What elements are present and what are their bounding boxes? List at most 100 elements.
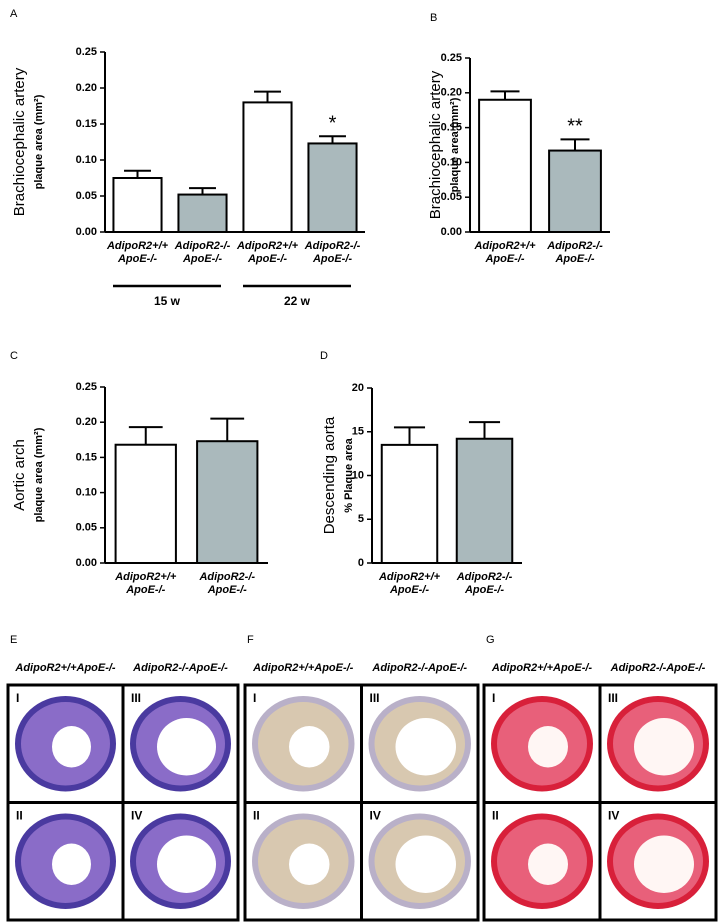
bar [114, 443, 177, 564]
quadrant-label: II [492, 809, 499, 823]
y-tick-label: 10 [352, 469, 364, 481]
y-tick-label: 20 [352, 382, 364, 394]
y-tick-label: 0.15 [76, 451, 97, 463]
quadrant-label: IV [131, 809, 142, 823]
y-tick-label: 0.20 [441, 87, 462, 99]
y-tick-label: 0.05 [441, 191, 462, 203]
column-header: AdipoR2+/+ApoE-/- [14, 662, 116, 674]
vessel-lumen [634, 835, 694, 893]
vessel-lumen [395, 718, 456, 776]
group-label: 22 w [284, 294, 311, 308]
y-tick-label: 0.00 [441, 226, 462, 238]
quadrant-label: III [370, 691, 380, 705]
quadrant-label: III [131, 691, 141, 705]
x-tick-label: AdipoR2-/- [304, 240, 361, 252]
x-tick-label: ApoE-/- [312, 253, 352, 265]
vessel-lumen [528, 843, 568, 885]
bar [242, 101, 293, 234]
x-tick-label: AdipoR2+/+ [106, 240, 169, 252]
vessel-lumen [289, 843, 330, 885]
x-tick-label: ApoE-/- [389, 584, 429, 596]
y-axis-title: Brachiocephalic artery [11, 67, 28, 216]
x-tick-label: AdipoR2+/+ [114, 571, 177, 583]
bar [455, 437, 514, 564]
quadrant-label: I [492, 691, 495, 705]
group-label: 15 w [154, 294, 181, 308]
y-tick-label: 0.00 [76, 226, 97, 238]
significance: * [329, 113, 337, 135]
x-tick-label: ApoE-/- [182, 253, 222, 265]
bar [478, 98, 532, 234]
column-header: AdipoR2-/-ApoE-/- [371, 662, 467, 674]
panel-letter: B [430, 12, 437, 24]
x-tick-label: ApoE-/- [247, 253, 287, 265]
panel-letter: A [10, 8, 18, 20]
y-tick-label: 0.15 [76, 118, 97, 130]
bar [548, 149, 602, 233]
vessel-lumen [289, 726, 330, 768]
x-tick-label: AdipoR2-/- [198, 571, 255, 583]
bar [112, 177, 163, 233]
quadrant-label: II [253, 809, 260, 823]
quadrant-label: I [253, 691, 256, 705]
y-tick-label: 15 [352, 426, 364, 438]
y-tick-label: 0.05 [76, 190, 97, 202]
y-tick-label: 0.25 [441, 52, 462, 64]
x-tick-label: ApoE-/- [207, 584, 247, 596]
y-tick-label: 0.05 [76, 522, 97, 534]
panel-letter: E [10, 634, 17, 646]
bar [196, 440, 259, 565]
x-tick-label: ApoE-/- [464, 584, 504, 596]
quadrant-label: II [16, 809, 23, 823]
column-header: AdipoR2+/+ApoE-/- [252, 662, 354, 674]
y-axis-subtitle: plaque area (mm²) [33, 94, 45, 189]
column-header: AdipoR2+/+ApoE-/- [491, 662, 593, 674]
column-header: AdipoR2-/-ApoE-/- [132, 662, 228, 674]
vessel-lumen [157, 718, 216, 776]
x-tick-label: ApoE-/- [117, 253, 157, 265]
quadrant-label: IV [370, 809, 381, 823]
y-axis-subtitle: plaque area (mm²) [449, 97, 461, 192]
x-tick-label: AdipoR2-/- [174, 240, 231, 252]
x-tick-label: ApoE-/- [484, 253, 524, 265]
y-axis-title: Descending aorta [321, 416, 338, 534]
y-tick-label: 0 [358, 557, 364, 569]
panel-letter: F [247, 634, 254, 646]
x-tick-label: AdipoR2-/- [456, 571, 513, 583]
bar [177, 193, 228, 233]
vessel-lumen [528, 726, 568, 768]
y-tick-label: 0.10 [76, 154, 97, 166]
y-axis-subtitle: plaque area (mm²) [33, 427, 45, 522]
y-tick-label: 0.00 [76, 557, 97, 569]
x-tick-label: AdipoR2-/- [546, 240, 603, 252]
quadrant-label: III [608, 691, 618, 705]
y-axis-subtitle: % Plaque area [343, 437, 355, 512]
vessel-lumen [634, 718, 694, 776]
y-tick-label: 0.25 [76, 381, 97, 393]
y-tick-label: 0.20 [76, 82, 97, 94]
y-tick-label: 0.10 [441, 156, 462, 168]
y-tick-label: 0.10 [76, 487, 97, 499]
y-axis-title: Aortic arch [11, 439, 28, 511]
vessel-lumen [157, 835, 216, 893]
bar [380, 443, 439, 564]
y-tick-label: 0.15 [441, 122, 462, 134]
y-tick-label: 5 [358, 513, 364, 525]
quadrant-label: I [16, 691, 19, 705]
y-tick-label: 0.25 [76, 46, 97, 58]
significance: ** [567, 116, 583, 138]
panel-letter: C [10, 350, 18, 362]
column-header: AdipoR2-/-ApoE-/- [610, 662, 706, 674]
x-tick-label: AdipoR2+/+ [473, 240, 536, 252]
x-tick-label: AdipoR2+/+ [378, 571, 441, 583]
panel-letter: D [320, 350, 328, 362]
panel-letter: G [486, 634, 495, 646]
y-tick-label: 0.20 [76, 416, 97, 428]
vessel-lumen [52, 843, 91, 885]
quadrant-label: IV [608, 809, 619, 823]
y-axis-title: Brachiocephalic artery [427, 70, 444, 219]
x-tick-label: AdipoR2+/+ [236, 240, 299, 252]
bar [307, 142, 358, 233]
vessel-lumen [52, 726, 91, 768]
